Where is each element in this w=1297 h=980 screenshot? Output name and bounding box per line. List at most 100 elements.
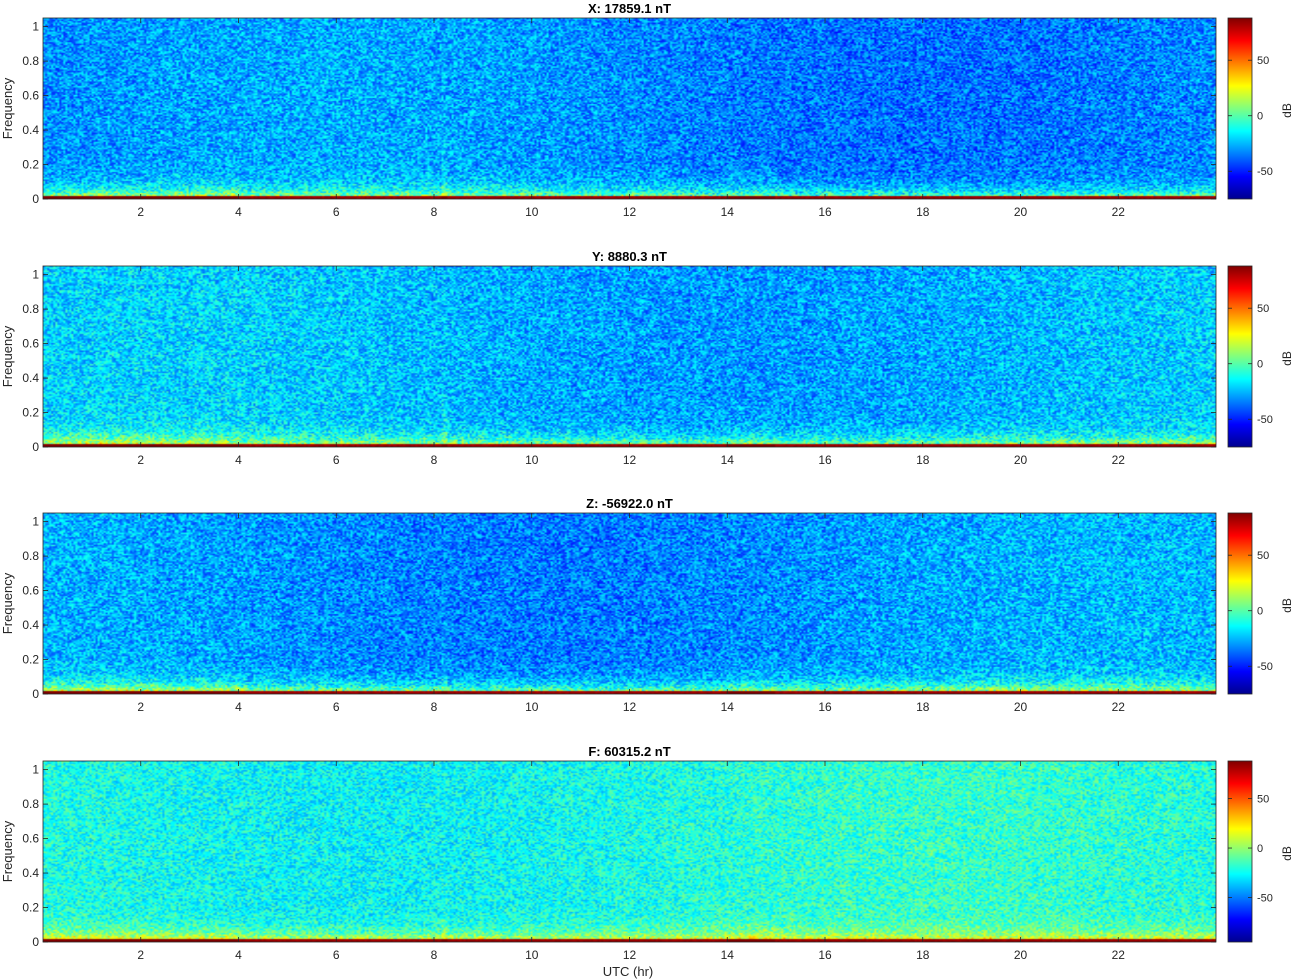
x-tick-label: 4	[235, 205, 242, 219]
y-axis-label: Frequency	[0, 77, 15, 139]
y-tick-label: 0.2	[22, 406, 39, 420]
x-tick-label: 8	[431, 453, 438, 467]
y-tick-label: 0.4	[22, 371, 39, 385]
y-tick-label: 1	[32, 515, 39, 529]
x-tick-label: 6	[333, 205, 340, 219]
x-tick-label: 22	[1112, 205, 1126, 219]
spectrogram-panel: 2 4 6 8 10 12 14 16 18 20 22 0 0.2 0.4 0.6 0.8 1 Z: -5692…	[0, 496, 1294, 714]
spectrogram-image	[43, 18, 1216, 199]
y-tick-label: 0.8	[22, 797, 39, 811]
x-tick-label: 18	[916, 700, 930, 714]
spectrogram-panel: 2 4 6 8 10 12 14 16 18 20 22 0 0.2 0.4 0.6 0.8 1 X: 17859…	[0, 1, 1294, 219]
colorbar-tick-label: -50	[1257, 414, 1273, 426]
y-tick-label: 0.6	[22, 337, 39, 351]
x-tick-label: 22	[1112, 700, 1126, 714]
x-tick-label: 4	[235, 948, 242, 962]
x-tick-label: 2	[137, 700, 144, 714]
colorbar-tick-label: 50	[1257, 55, 1269, 67]
y-tick-label: 0.8	[22, 54, 39, 68]
x-tick-label: 6	[333, 700, 340, 714]
x-tick-label: 2	[137, 453, 144, 467]
y-tick-label: 0	[32, 192, 39, 206]
x-tick-label: 8	[431, 948, 438, 962]
y-tick-label: 0	[32, 440, 39, 454]
x-tick-label: 8	[431, 700, 438, 714]
x-tick-label: 20	[1014, 700, 1028, 714]
x-tick-label: 2	[137, 948, 144, 962]
colorbar-label: dB	[1280, 598, 1294, 613]
colorbar-tick-label: 50	[1257, 550, 1269, 562]
colorbar-tick-label: 0	[1257, 843, 1263, 855]
x-tick-label: 10	[525, 700, 539, 714]
x-tick-label: 14	[721, 948, 735, 962]
spectrogram-image	[43, 266, 1216, 447]
y-tick-label: 0.2	[22, 653, 39, 667]
y-axis-label: Frequency	[0, 572, 15, 634]
x-tick-label: 2	[137, 205, 144, 219]
colorbar-tick-label: -50	[1257, 661, 1273, 673]
colorbar	[1227, 265, 1253, 448]
x-tick-label: 16	[818, 700, 832, 714]
y-tick-label: 0.2	[22, 901, 39, 915]
y-tick-label: 0.4	[22, 618, 39, 632]
colorbar	[1227, 17, 1253, 200]
colorbar-tick-label: 50	[1257, 303, 1269, 315]
y-tick-label: 0	[32, 687, 39, 701]
x-tick-label: 4	[235, 453, 242, 467]
y-tick-label: 0.2	[22, 158, 39, 172]
y-tick-label: 0.6	[22, 89, 39, 103]
x-tick-label: 16	[818, 453, 832, 467]
colorbar-label: dB	[1280, 351, 1294, 366]
x-tick-label: 22	[1112, 948, 1126, 962]
y-axis-label: Frequency	[0, 820, 15, 882]
x-tick-label: 10	[525, 948, 539, 962]
x-tick-label: 18	[916, 453, 930, 467]
y-tick-label: 0.6	[22, 832, 39, 846]
x-tick-label: 8	[431, 205, 438, 219]
x-tick-label: 18	[916, 205, 930, 219]
y-tick-label: 1	[32, 268, 39, 282]
colorbar-tick-label: -50	[1257, 892, 1273, 904]
x-tick-label: 16	[818, 948, 832, 962]
x-tick-label: 6	[333, 453, 340, 467]
colorbar-tick-label: -50	[1257, 166, 1273, 178]
x-tick-label: 4	[235, 700, 242, 714]
colorbar-label: dB	[1280, 103, 1294, 118]
panel-title: X: 17859.1 nT	[588, 1, 671, 16]
colorbar-tick-label: 0	[1257, 606, 1263, 618]
y-tick-label: 1	[32, 763, 39, 777]
x-axis-label: UTC (hr)	[603, 964, 654, 979]
x-tick-label: 18	[916, 948, 930, 962]
spectrogram-image	[43, 513, 1216, 694]
x-tick-label: 10	[525, 205, 539, 219]
colorbar-tick-label: 50	[1257, 794, 1269, 806]
panel-title: Y: 8880.3 nT	[592, 249, 667, 264]
spectrogram-image	[43, 761, 1216, 942]
x-tick-label: 12	[623, 205, 637, 219]
x-tick-label: 14	[721, 205, 735, 219]
y-tick-label: 0.4	[22, 866, 39, 880]
x-tick-label: 12	[623, 948, 637, 962]
spectrogram-panel: 2 4 6 8 10 12 14 16 18 20 22 0 0.2 0.4 0.6 0.8 1 F: 60315…	[0, 744, 1294, 962]
x-tick-label: 12	[623, 700, 637, 714]
x-tick-label: 20	[1014, 453, 1028, 467]
y-tick-label: 0.4	[22, 123, 39, 137]
panel-title: F: 60315.2 nT	[588, 744, 670, 759]
y-tick-label: 0.8	[22, 302, 39, 316]
colorbar	[1227, 760, 1253, 943]
x-tick-label: 14	[721, 453, 735, 467]
y-tick-label: 0.8	[22, 549, 39, 563]
x-tick-label: 20	[1014, 205, 1028, 219]
spectrogram-panel: 2 4 6 8 10 12 14 16 18 20 22 0 0.2 0.4 0.6 0.8 1 Y: 8880.…	[0, 249, 1294, 467]
x-tick-label: 10	[525, 453, 539, 467]
colorbar-tick-label: 0	[1257, 359, 1263, 371]
x-tick-label: 6	[333, 948, 340, 962]
x-tick-label: 20	[1014, 948, 1028, 962]
y-tick-label: 0	[32, 935, 39, 949]
x-tick-label: 12	[623, 453, 637, 467]
colorbar-label: dB	[1280, 846, 1294, 861]
x-tick-label: 16	[818, 205, 832, 219]
colorbar	[1227, 512, 1253, 695]
